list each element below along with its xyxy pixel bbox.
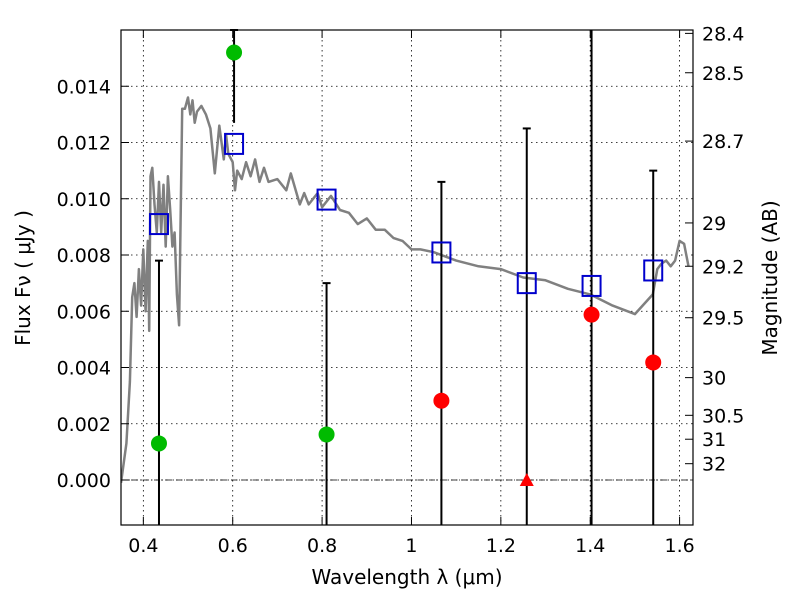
spectrum-line [121, 98, 689, 483]
y-tick-label: 0.002 [57, 414, 111, 436]
right-axis-label: Magnitude (AB) [758, 200, 782, 355]
grid [121, 30, 693, 525]
y-tick-label: 0.010 [57, 189, 111, 211]
right-tick-label: 29.5 [702, 308, 744, 330]
x-axis-ticks: 0.4 0.6 0.8 1 1.2 1.4 1.6 [128, 30, 694, 557]
y-axis-label: Flux Fν ( μJy ) [11, 210, 35, 346]
x-tick-label: 0.4 [128, 535, 158, 557]
y-tick-label: 0.000 [57, 470, 111, 492]
chart-canvas: 0.4 0.6 0.8 1 1.2 1.4 1.6 0.000 0.002 0.004 0.006… [0, 0, 800, 600]
plot-frame [121, 30, 693, 525]
right-tick-label: 30 [702, 368, 726, 390]
red-flux-point [645, 354, 661, 370]
y-tick-label: 0.006 [57, 301, 111, 323]
right-tick-label: 28.7 [702, 131, 744, 153]
right-tick-label: 29.2 [702, 256, 744, 278]
y-tick-label: 0.008 [57, 245, 111, 267]
green-flux-point [151, 435, 167, 451]
right-tick-label: 29 [702, 213, 726, 235]
right-axis-ticks: 28.4 28.5 28.7 29 29.2 29.5 30 30.531 32 [685, 23, 744, 475]
x-tick-label: 0.8 [307, 535, 337, 557]
x-tick-label: 1.6 [664, 535, 694, 557]
y-axis-ticks: 0.000 0.002 0.004 0.006 0.008 0.010 0.012 0.014 [57, 76, 129, 492]
right-tick-label: 30.5 [702, 405, 744, 427]
x-tick-label: 1.4 [575, 535, 605, 557]
green-flux-point [319, 426, 335, 442]
red-flux-point [584, 307, 600, 323]
x-tick-label: 1 [405, 535, 417, 557]
right-tick-label: 28.4 [702, 23, 744, 45]
upper-limit-triangle [520, 473, 534, 486]
y-tick-label: 0.014 [57, 76, 111, 98]
right-tick-label: 28.5 [702, 63, 744, 85]
green-flux-point [226, 45, 242, 61]
right-tick-label: 31 [702, 429, 726, 451]
right-tick-label: 32 [702, 454, 726, 476]
x-tick-label: 1.2 [486, 535, 516, 557]
y-tick-label: 0.004 [57, 358, 111, 380]
x-axis-label: Wavelength λ (μm) [311, 565, 502, 589]
y-tick-label: 0.012 [57, 133, 111, 155]
sed-chart: 0.4 0.6 0.8 1 1.2 1.4 1.6 0.000 0.002 0.004 0.006… [0, 0, 800, 600]
x-tick-label: 0.6 [218, 535, 248, 557]
markers [150, 45, 662, 487]
red-flux-point [433, 393, 449, 409]
spectrum-layer [121, 98, 689, 483]
